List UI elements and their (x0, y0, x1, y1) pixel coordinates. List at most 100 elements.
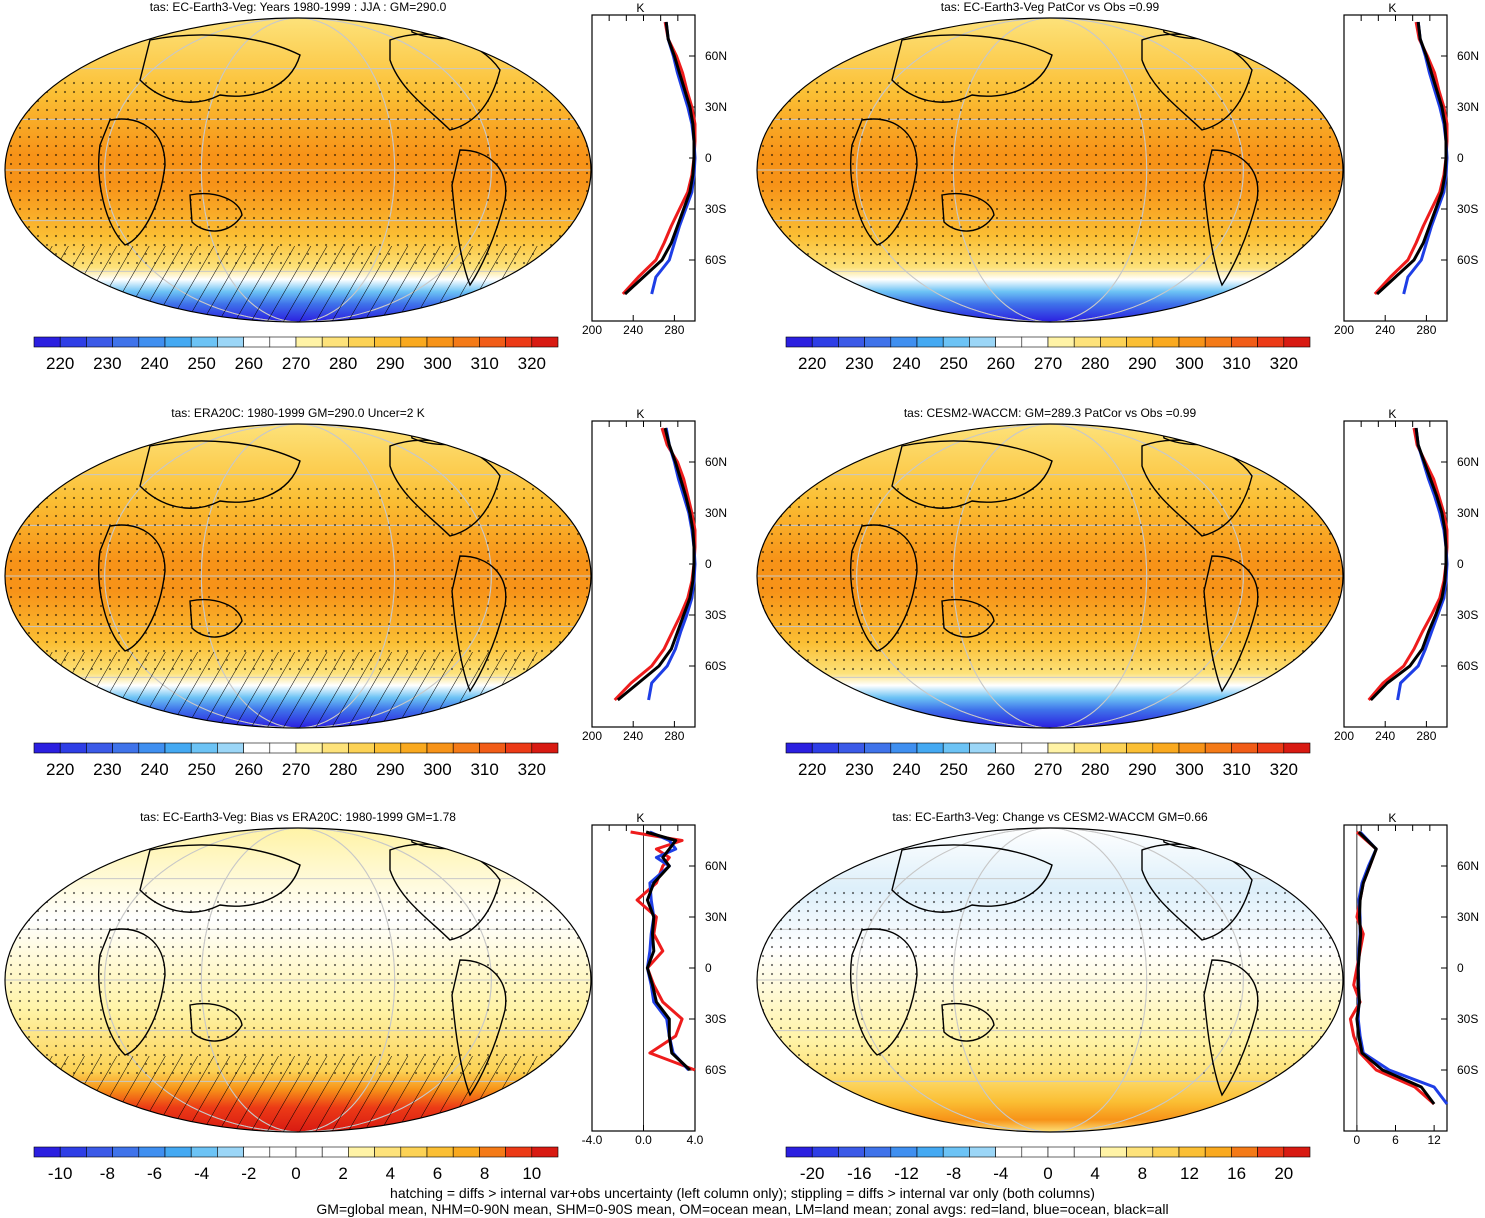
colorbar-swatch (1204, 1146, 1232, 1158)
colorbar-tick-label: -2 (241, 1164, 256, 1183)
colorbar-swatch (890, 336, 918, 348)
profile-lat-label: 30N (705, 506, 727, 520)
colorbar-tick-label: 4 (386, 1164, 395, 1183)
colorbar-tick-label: 10 (522, 1164, 541, 1183)
colorbar-swatch (1257, 1146, 1285, 1158)
colorbar-swatch (479, 1146, 506, 1158)
colorbar-swatch (1152, 1146, 1180, 1158)
colorbar-tick-label: 250 (187, 760, 215, 779)
colorbar-swatch (969, 336, 996, 348)
colorbar-swatch (1021, 1146, 1049, 1158)
colorbar-swatch (1073, 1146, 1101, 1158)
colorbar-swatch (864, 1146, 892, 1158)
colorbar-tick-label: 290 (376, 760, 404, 779)
colorbar-tick-label: 270 (282, 354, 310, 373)
colorbar-swatch (995, 1146, 1023, 1158)
colorbar-swatch (164, 336, 192, 348)
profile-line-land (1348, 830, 1436, 1106)
coastline (139, 34, 301, 103)
colorbar-tick-label: 290 (376, 354, 404, 373)
colorbar-tick-label: 310 (470, 760, 498, 779)
hatching (5, 246, 591, 322)
colorbar-tick-label: -4 (194, 1164, 209, 1183)
colorbar-tick-label: 220 (798, 354, 826, 373)
colorbar-swatch (1231, 742, 1258, 754)
map-title: tas: EC-Earth3-Veg: Change vs CESM2-WACC… (892, 810, 1208, 824)
colorbar-swatch (1047, 336, 1075, 348)
colorbar-swatch (1021, 336, 1049, 348)
map-border (756, 17, 1344, 323)
colorbar-tick-label: -8 (946, 1164, 961, 1183)
colorbar-tick-label: 290 (1128, 354, 1156, 373)
colorbar-swatch (374, 1146, 402, 1158)
coastline (189, 193, 243, 232)
colorbar-swatch (112, 742, 140, 754)
profile-lat-label: 60S (1457, 659, 1478, 673)
colorbar-tick-label: 230 (93, 354, 121, 373)
colorbar-swatch (505, 742, 533, 754)
profile-line-land (613, 427, 697, 702)
hatching (5, 1056, 591, 1132)
profile-x-label: 200 (1334, 729, 1354, 743)
profile-lat-label: 30N (1457, 506, 1479, 520)
profile-x-label: 280 (1416, 729, 1436, 743)
map-border (4, 17, 592, 323)
profile-lat-label: 30S (705, 202, 726, 216)
profile-lat-label: 60N (1457, 859, 1479, 873)
profile-lat-label: 30S (1457, 608, 1478, 622)
colorbar-swatch (1073, 336, 1101, 348)
panel-4: tas: CESM2-WACCM: GM=289.3 PatCor vs Obs… (752, 406, 1485, 812)
colorbar-swatch (531, 742, 559, 754)
colorbar-swatch (479, 336, 506, 348)
colorbar-tick-label: 280 (1081, 760, 1109, 779)
colorbar-swatch (452, 336, 480, 348)
profile-x-label: 240 (1375, 323, 1395, 337)
profile-line-land (621, 21, 697, 296)
colorbar-tick-label: 250 (939, 760, 967, 779)
colorbar-swatch (295, 742, 323, 754)
colorbar-swatch (243, 1146, 271, 1158)
colorbar-swatch (1283, 336, 1311, 348)
profile-lat-label: 0 (1457, 151, 1464, 165)
colorbar-swatch (838, 742, 865, 754)
coastline (451, 149, 507, 287)
colorbar-tick-label: 230 (845, 354, 873, 373)
colorbar-tick-label: 12 (1180, 1164, 1199, 1183)
panel-6: tas: EC-Earth3-Veg: Change vs CESM2-WACC… (752, 810, 1485, 1216)
map-title: tas: EC-Earth3-Veg: Years 1980-1999 : JJ… (149, 0, 447, 14)
colorbar-swatch (138, 742, 166, 754)
colorbar-swatch (86, 336, 113, 348)
colorbar-swatch (1178, 742, 1206, 754)
colorbar-swatch (348, 742, 375, 754)
colorbar-swatch (1047, 742, 1075, 754)
colorbar-swatch (138, 1146, 166, 1158)
colorbar-swatch (1231, 336, 1258, 348)
map-title: tas: ERA20C: 1980-1999 GM=290.0 Uncer=2 … (171, 406, 425, 420)
colorbar-swatch (811, 1146, 839, 1158)
profile-lat-label: 30N (705, 910, 727, 924)
colorbar-swatch (1152, 336, 1180, 348)
coastline (139, 844, 301, 913)
panel-3: tas: ERA20C: 1980-1999 GM=290.0 Uncer=2 … (0, 406, 742, 812)
colorbar-tick-label: 2 (338, 1164, 347, 1183)
colorbar-swatch (1204, 336, 1232, 348)
colorbar-tick-label: 310 (1222, 760, 1250, 779)
colorbar-swatch (400, 1146, 428, 1158)
colorbar-swatch (400, 336, 428, 348)
footer-line-1: hatching = diffs > internal var+obs unce… (390, 1185, 1095, 1201)
colorbar-swatch (1283, 742, 1311, 754)
profile-lat-label: 30S (1457, 202, 1478, 216)
colorbar-tick-label: 270 (282, 760, 310, 779)
colorbar-swatch (969, 1146, 996, 1158)
colorbar-swatch (190, 742, 218, 754)
coastline (1203, 555, 1259, 693)
profile-line-all (645, 830, 691, 1072)
coastline (189, 1003, 243, 1042)
profile-lat-label: 0 (705, 961, 712, 975)
profile-x-label: 6 (1392, 1133, 1399, 1147)
profile-line-all (1355, 830, 1436, 1105)
colorbar-swatch (452, 742, 480, 754)
colorbar-swatch (138, 336, 166, 348)
panel-graphics: -10 -8 -6 -4 -2 0 2 4 6 8 10 K 60N 30N 0 30S 60S -4.0 0.0 4… (4, 811, 727, 1183)
profile-line-all (1375, 21, 1448, 296)
